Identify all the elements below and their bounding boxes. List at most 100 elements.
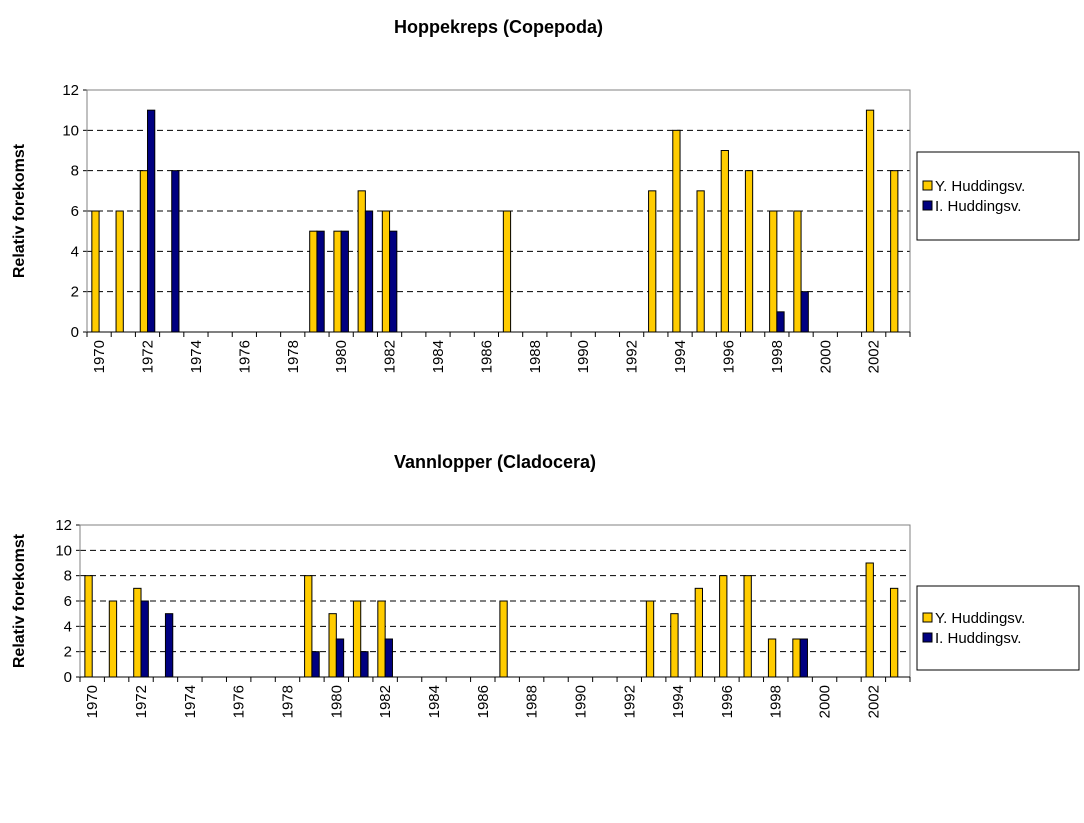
y-tick-label: 4 [71, 243, 79, 260]
bar [364, 210, 374, 333]
x-tick-label: 1992 [624, 340, 641, 373]
bar [743, 575, 752, 678]
x-tick-label: 1980 [333, 340, 350, 373]
x-tick-label: 2002 [865, 685, 882, 718]
legend-label: Y. Huddingsv. [935, 610, 1025, 627]
legend-label: Y. Huddingsv. [935, 178, 1025, 195]
bar [316, 230, 325, 333]
bar [890, 170, 899, 333]
y-tick-label: 12 [55, 517, 72, 534]
bar [304, 575, 313, 678]
bar [147, 109, 156, 333]
bar [171, 170, 180, 333]
bar [769, 210, 778, 333]
bar [865, 562, 874, 678]
y-tick-label: 10 [55, 542, 72, 559]
x-tick-label: 1972 [140, 340, 157, 373]
legend-swatch [922, 632, 933, 643]
y-tick-label: 0 [71, 324, 79, 341]
bar [164, 613, 174, 678]
legend-label: I. Huddingsv. [935, 630, 1021, 647]
x-tick-label: 2000 [817, 340, 834, 373]
bar [719, 575, 728, 678]
bar [357, 190, 366, 333]
bar [328, 613, 337, 678]
bar [384, 638, 393, 678]
x-tick-label: 1998 [769, 340, 786, 373]
y-axis-label: Relativ forekomst [11, 143, 28, 278]
y-tick-label: 12 [62, 82, 79, 99]
bar [333, 230, 342, 333]
bar [648, 190, 657, 333]
x-tick-label: 1986 [475, 685, 492, 718]
x-tick-label: 1984 [430, 340, 447, 373]
y-tick-label: 4 [64, 618, 72, 635]
bar [696, 190, 705, 333]
bar [389, 230, 398, 333]
bar [865, 109, 875, 333]
x-tick-label: 1980 [328, 685, 345, 718]
bar [133, 587, 142, 678]
x-tick-label: 1972 [133, 685, 150, 718]
bar [720, 150, 729, 333]
legend-label: I. Huddingsv. [935, 198, 1021, 215]
x-tick-label: 1982 [377, 685, 394, 718]
bar [672, 129, 681, 333]
bar [799, 638, 808, 678]
bar [381, 210, 391, 333]
x-tick-label: 1994 [672, 340, 689, 373]
bar [694, 587, 703, 678]
bar [108, 600, 118, 678]
bar [889, 587, 899, 678]
y-tick-label: 6 [64, 593, 72, 610]
bar [115, 210, 124, 333]
bar [767, 638, 777, 678]
x-tick-label: 1976 [231, 685, 248, 718]
bar [377, 600, 386, 678]
bar [499, 600, 508, 678]
x-tick-label: 1970 [91, 340, 108, 373]
x-tick-label: 1996 [720, 340, 737, 373]
x-tick-label: 1988 [524, 685, 541, 718]
legend-swatch [922, 200, 933, 211]
bar [84, 575, 93, 678]
legend-box [916, 585, 1080, 671]
legend-box [916, 151, 1080, 241]
x-tick-label: 1978 [285, 340, 302, 373]
x-tick-label: 1974 [182, 685, 199, 718]
x-tick-label: 1990 [575, 340, 592, 373]
x-tick-label: 1990 [572, 685, 589, 718]
y-tick-label: 8 [64, 568, 72, 585]
bar [744, 170, 754, 333]
bar [139, 170, 149, 333]
chart-title: Vannlopper (Cladocera) [394, 452, 596, 472]
x-tick-label: 2000 [817, 685, 834, 718]
legend-swatch [922, 612, 933, 623]
bar [352, 600, 362, 678]
bar [140, 600, 149, 678]
x-tick-label: 1994 [670, 685, 687, 718]
bar [91, 210, 100, 333]
x-tick-label: 1996 [719, 685, 736, 718]
x-tick-label: 2002 [866, 340, 883, 373]
bar [670, 613, 679, 678]
x-tick-label: 1978 [280, 685, 297, 718]
x-tick-label: 1992 [621, 685, 638, 718]
y-tick-label: 0 [64, 669, 72, 686]
bar [800, 291, 809, 333]
y-tick-label: 2 [64, 644, 72, 661]
bar [340, 230, 349, 333]
x-tick-label: 1998 [768, 685, 785, 718]
bar [792, 638, 801, 678]
x-tick-label: 1984 [426, 685, 443, 718]
bar [311, 651, 320, 678]
y-tick-label: 6 [71, 203, 79, 220]
y-tick-label: 8 [71, 163, 79, 180]
bar [309, 230, 318, 333]
x-tick-label: 1986 [478, 340, 495, 373]
chart-title: Hoppekreps (Copepoda) [394, 17, 603, 37]
x-tick-label: 1982 [382, 340, 399, 373]
y-tick-label: 2 [71, 284, 79, 301]
